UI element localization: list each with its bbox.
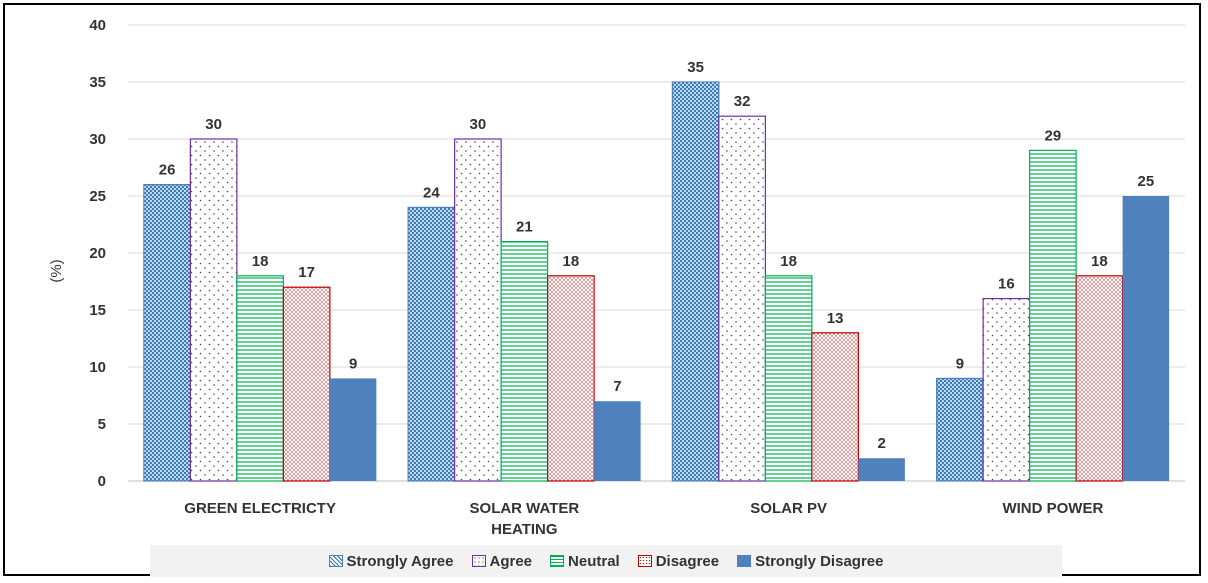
bar-neutral [1029, 149, 1077, 482]
bar-strongly-agree [936, 377, 984, 482]
bar-neutral [764, 275, 813, 482]
y-tick-label: 10 [89, 359, 106, 376]
bar-strongly-disagree [594, 401, 641, 481]
data-label: 18 [563, 253, 580, 270]
legend-item: Neutral [550, 553, 620, 570]
data-label: 30 [470, 116, 487, 133]
x-axis: GREEN ELECTRICTY SOLAR WATER HEATING SOLAR … [184, 500, 1103, 538]
bar-strongly-disagree [329, 378, 377, 481]
legend-label: Neutral [568, 552, 620, 570]
bar-disagree [811, 332, 859, 482]
legend-item: Agree [471, 552, 533, 570]
data-label: 25 [1138, 173, 1155, 190]
y-tick-label: 0 [98, 473, 106, 490]
data-label: 9 [956, 355, 964, 372]
y-axis: 0 5 10 15 20 25 30 35 40 [89, 17, 106, 490]
bar-strongly-agree [407, 206, 456, 482]
chart-frame: 0 5 10 15 20 25 30 35 40 26 30 18 17 9 24 30 21 18 7 35 32 1… [3, 3, 1201, 577]
legend-item: Strongly Disagree [737, 553, 883, 570]
legend-swatch [471, 555, 486, 567]
x-category-label: SOLAR PV [750, 500, 827, 517]
bar-strongly-disagree [1122, 196, 1170, 481]
y-tick-label: 20 [89, 245, 106, 262]
bar-chart: 0 5 10 15 20 25 30 35 40 26 30 18 17 9 24 30 21 18 7 35 32 1… [48, 17, 1185, 538]
x-category-label: GREEN ELECTRICTY [184, 500, 336, 517]
data-label: 17 [298, 264, 315, 281]
bar-strongly-agree [671, 81, 720, 482]
bar-disagree [547, 275, 595, 482]
bars [143, 81, 1170, 482]
y-axis-title: (%) [48, 259, 65, 282]
data-label: 7 [613, 378, 621, 395]
bar-disagree [282, 286, 331, 482]
legend: Strongly Agree Agree Neutral Disagree Strong… [150, 545, 1062, 577]
bar-agree [189, 138, 238, 482]
legend-swatch [637, 555, 652, 567]
legend-item: Strongly Agree [328, 552, 454, 570]
legend-swatch [328, 555, 343, 567]
legend-swatch [550, 555, 565, 567]
data-label: 18 [1091, 253, 1108, 270]
y-tick-label: 5 [98, 416, 106, 433]
data-label: 26 [159, 162, 176, 179]
legend-item: Disagree [637, 552, 720, 570]
data-label: 9 [349, 355, 357, 372]
bar-neutral [500, 241, 549, 482]
bar-agree [454, 138, 502, 482]
legend-swatch [737, 555, 752, 567]
data-label: 32 [734, 93, 751, 110]
legend-label: Disagree [655, 552, 720, 570]
bar-strongly-disagree [858, 458, 905, 481]
x-category-label: HEATING [491, 521, 557, 538]
y-tick-label: 35 [89, 74, 106, 91]
bar-agree [982, 298, 1031, 482]
bar-strongly-agree [143, 184, 191, 482]
y-tick-label: 30 [89, 131, 106, 148]
data-label: 21 [516, 219, 533, 236]
data-label: 18 [780, 253, 797, 270]
x-category-label: SOLAR WATER [470, 500, 580, 517]
data-label: 18 [252, 253, 269, 270]
y-tick-label: 15 [89, 302, 106, 319]
x-category-label: WIND POWER [1002, 500, 1103, 517]
data-label: 29 [1045, 127, 1062, 144]
legend-label: Strongly Disagree [755, 552, 884, 570]
legend-label: Strongly Agree [346, 552, 454, 570]
y-tick-label: 25 [89, 188, 106, 205]
data-label: 35 [687, 59, 704, 76]
data-label: 2 [877, 435, 885, 452]
data-label: 16 [998, 276, 1015, 293]
bar-neutral [236, 275, 284, 482]
data-label: 24 [423, 184, 440, 201]
data-label: 30 [205, 116, 222, 133]
bar-disagree [1075, 275, 1124, 482]
bar-agree [718, 115, 766, 482]
legend-label: Agree [489, 552, 533, 570]
data-label: 13 [827, 310, 844, 327]
y-tick-label: 40 [89, 17, 106, 34]
